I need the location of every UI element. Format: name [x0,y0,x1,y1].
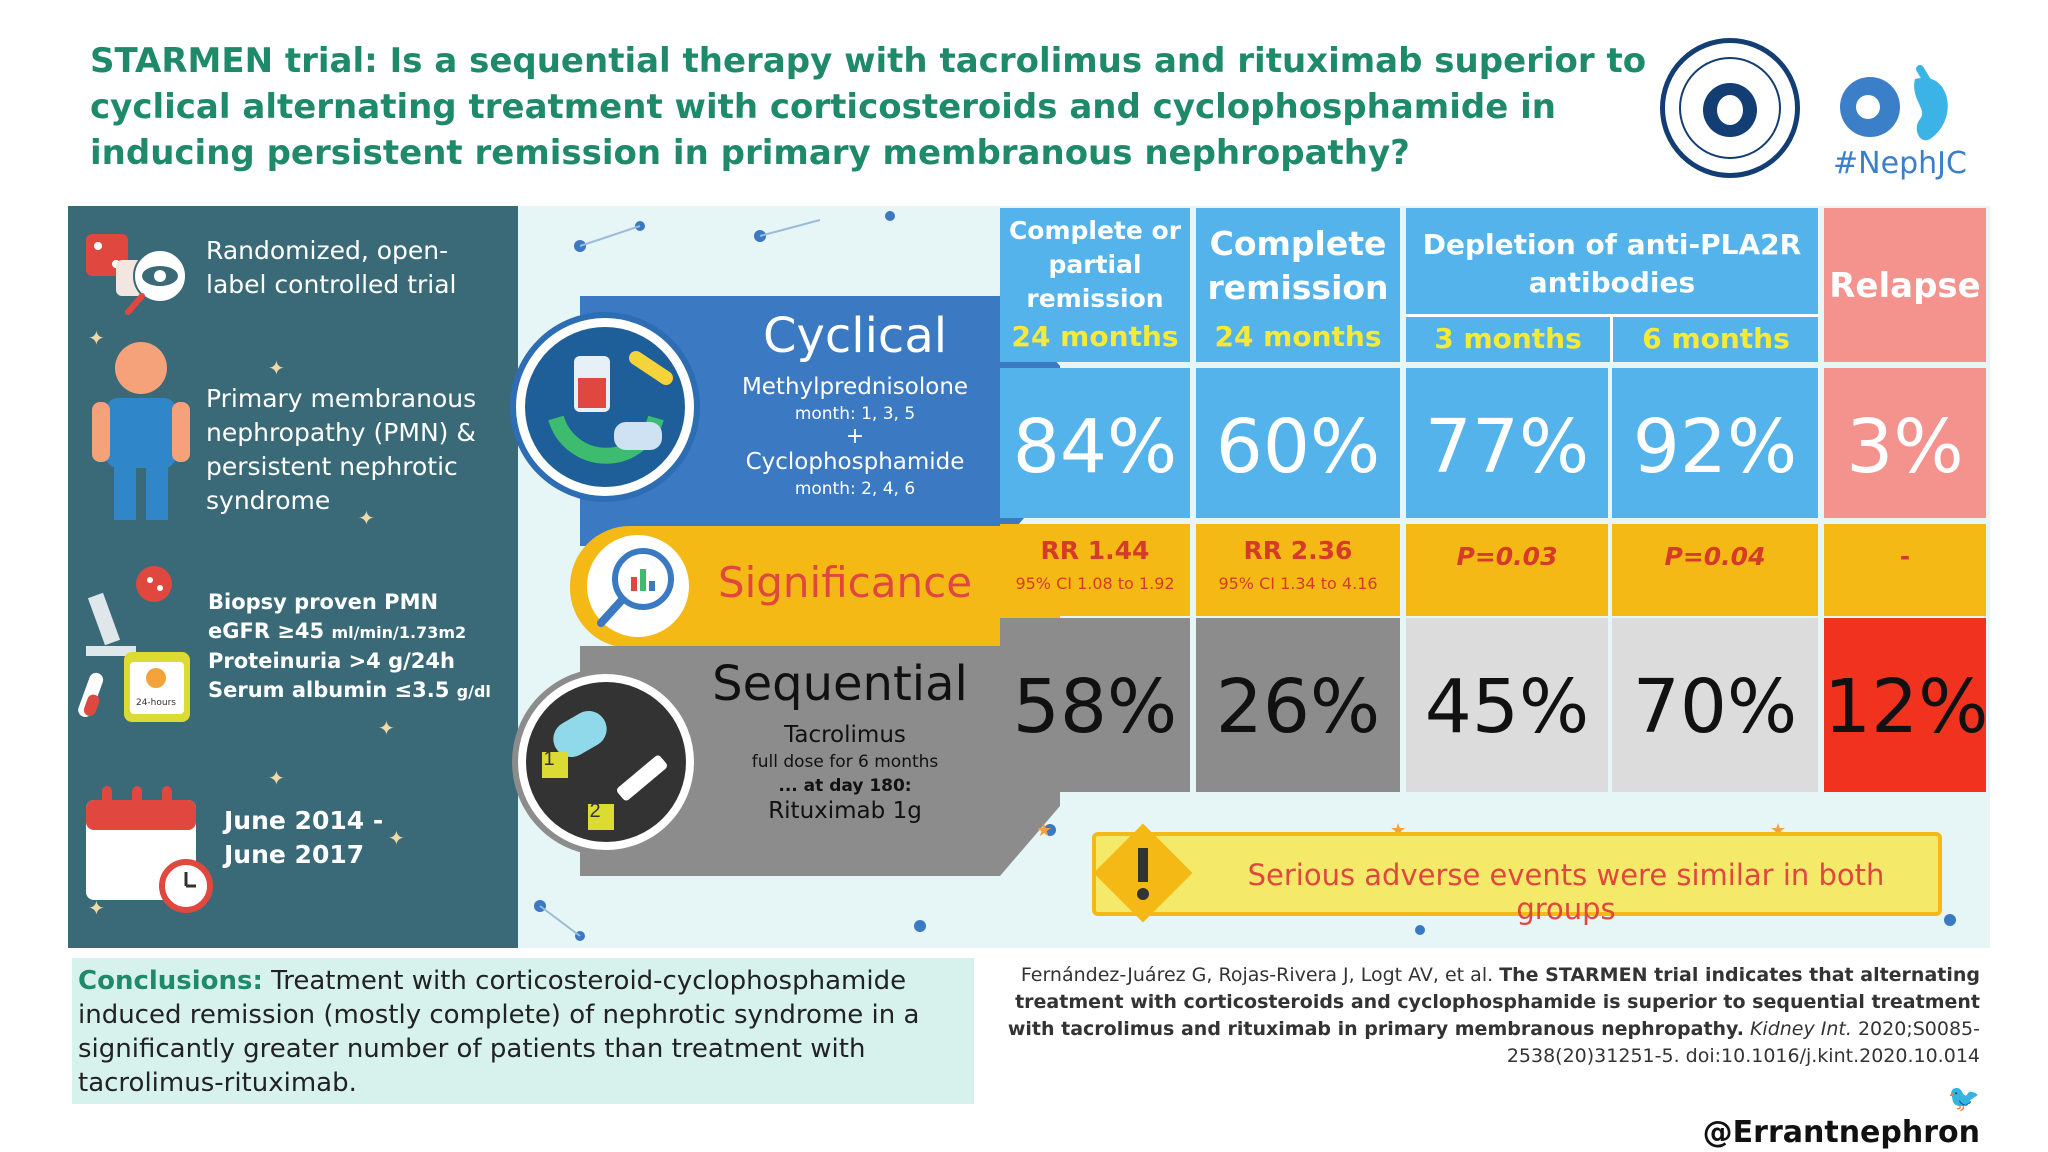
cyclical-value-cell: 77% [1406,368,1608,518]
svg-text:★: ★ [1036,820,1052,840]
warning-icon [1093,823,1193,923]
significance-value-5: - [1899,542,1911,571]
cyclical-value-cell: 60% [1196,368,1400,518]
sequential-icon-circle [512,668,700,856]
significance-ci-1: 95% CI 1.08 to 1.92 [1015,574,1175,593]
twitter-handle[interactable]: 🐦 @Errantnephron [1702,1084,1980,1150]
significance-value-2: RR 2.36 [1243,536,1353,565]
calendar-icon [86,786,213,913]
magnifier-chart-icon [597,548,674,627]
randomization-icon [86,234,187,315]
sequential-value-cell: 12% [1824,618,1989,792]
cyclical-value-5: 3% [1846,404,1964,490]
page-title: STARMEN trial: Is a sequential therapy w… [90,41,1647,173]
molecule-decoration [534,211,926,941]
jug-label: 24-hours [135,698,176,708]
criterion-egfr: eGFR ≥45 ml/min/1.73m2 [208,619,467,643]
kidney-icon [1703,83,1757,137]
cyclical-value-2: 60% [1215,404,1381,490]
significance-value-3: P=0.03 [1456,542,1558,571]
patient-icon [92,342,190,520]
sequential-regimen: Tacrolimus full dose for 6 months ... at… [751,722,939,824]
step-1-label: 1 [543,748,555,770]
cyclical-title: Cyclical [762,308,948,364]
col3-header: Depletion of anti-PLA2R antibodies 3 mon… [1406,208,1818,362]
significance-cell: P=0.04 [1612,524,1818,616]
lab-icon [78,566,190,722]
sequential-title: Sequential [712,656,968,712]
significance-title: Significance [717,558,973,607]
citation: Fernández-Juárez G, Rojas-Rivera J, Logt… [1007,964,1980,1067]
trial-design: Randomized, open-label controlled trial [206,236,457,299]
nephjc-hashtag: #NephJC [1833,146,1967,181]
col4-header: Relapse [1824,208,1986,362]
sequential-value-cell: 70% [1612,618,1818,792]
col2-header: Complete remission 24 months [1196,208,1400,362]
sequential-value-1: 58% [1012,664,1178,750]
nephjc-logo [1840,65,1948,141]
col1-header: Complete or partial remission 24 months [1000,208,1190,362]
population-text: Primary membranous nephropathy (PMN) & p… [206,384,477,515]
conclusions-text: Conclusions: Treatment with corticostero… [78,966,920,1098]
criterion-proteinuria: Proteinuria >4 g/24h [208,649,455,673]
sequential-value-5: 12% [1824,664,1989,750]
cyclical-icon-circle [510,312,700,502]
significance-ci-2: 95% CI 1.34 to 4.16 [1218,574,1378,593]
significance-cell: P=0.03 [1406,524,1608,616]
significance-value-1: RR 1.44 [1040,536,1150,565]
sequential-value-4: 70% [1632,664,1798,750]
criterion-biopsy: Biopsy proven PMN [208,590,439,614]
sequential-value-2: 26% [1215,664,1381,750]
adverse-events-text: Serious adverse events were similar in b… [1247,858,1885,926]
study-period: June 2014 - June 2017 [224,806,384,869]
cyclical-regimen: Methylprednisolone month: 1, 3, 5 + Cycl… [741,374,969,499]
nephrology-logo [1660,38,1800,178]
cyclical-value-4: 92% [1632,404,1798,490]
iv-drip-icon [525,327,685,487]
cyclical-value-cell: 3% [1824,368,1986,518]
twitter-bird-icon: 🐦 [1947,1084,1980,1114]
adverse-events-banner [1092,832,1942,916]
sequential-value-3: 45% [1424,664,1590,750]
cyclical-value-1: 84% [1012,404,1178,490]
inclusion-criteria: Biopsy proven PMN eGFR ≥45 ml/min/1.73m2… [208,588,518,706]
cyclical-value-cell: 92% [1612,368,1818,518]
significance-icon-circle [582,530,694,642]
sequential-value-cell: 26% [1196,618,1400,792]
step-2-label: 2 [589,800,601,822]
criterion-albumin: Serum albumin ≤3.5 g/dl [208,678,491,702]
significance-cell: RR 2.36 95% CI 1.34 to 4.16 [1196,524,1400,616]
conclusions-box: Conclusions: Treatment with corticostero… [72,958,974,1104]
significance-value-4: P=0.04 [1664,542,1766,571]
significance-cell: RR 1.44 95% CI 1.08 to 1.92 [1000,524,1190,616]
sequential-value-cell: 45% [1406,618,1608,792]
sequential-value-cell: 58% [1000,618,1190,792]
significance-cell: - [1824,524,1986,616]
cyclical-value-3: 77% [1424,404,1590,490]
cyclical-value-cell: 84% [1000,368,1190,518]
left-panel: ✦ ✦ ✦ ✦ ✦ ✦ ✦ ✦ Randomized, open-label c… [68,206,518,948]
pill-syringe-icon [526,682,686,842]
